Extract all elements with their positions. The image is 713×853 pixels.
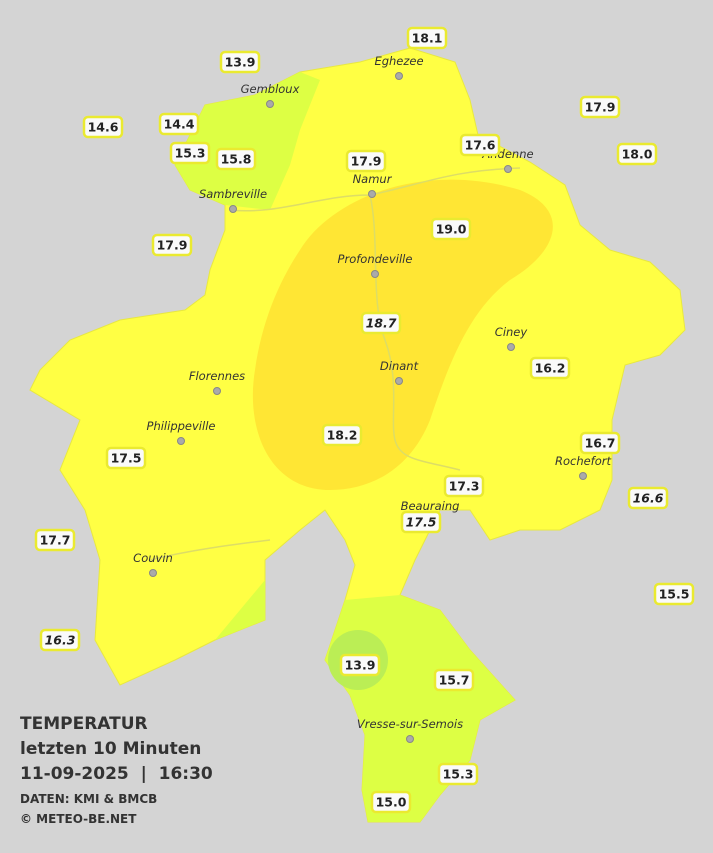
town-label: Sambreville xyxy=(199,187,267,201)
reading-value: 17.5 xyxy=(406,515,437,530)
reading-box xyxy=(82,115,124,139)
town-dot xyxy=(371,270,379,278)
reading-value: 17.3 xyxy=(449,479,480,494)
reading-box xyxy=(579,95,621,119)
reading-box xyxy=(459,133,501,157)
reading-value: 18.7 xyxy=(366,316,397,331)
reading-box xyxy=(406,26,448,50)
reading-box xyxy=(151,233,193,257)
reading-box xyxy=(437,762,479,786)
reading-value: 16.7 xyxy=(585,436,616,451)
reading-value: 15.8 xyxy=(221,152,252,167)
reading-box xyxy=(34,528,76,552)
town-label: Beauraing xyxy=(401,499,460,513)
town-label: Rochefort xyxy=(555,454,612,468)
reading-value: 16.2 xyxy=(535,361,566,376)
reading-value: 13.9 xyxy=(225,55,256,70)
reading-box xyxy=(219,50,261,74)
reading-box xyxy=(215,147,257,171)
town-dot xyxy=(507,343,515,351)
town-label: Eghezee xyxy=(374,54,423,68)
town-label: Philippeville xyxy=(147,419,216,433)
reading-value: 18.1 xyxy=(412,31,443,46)
town-dot xyxy=(395,377,403,385)
reading-value: 18.0 xyxy=(622,147,653,162)
reading-value: 17.5 xyxy=(111,451,142,466)
legend-credit: © METEO-BE.NET xyxy=(20,812,137,826)
town-dot xyxy=(406,735,414,743)
legend-source: DATEN: KMI & BMCB xyxy=(20,792,157,806)
reading-value: 16.6 xyxy=(633,491,664,506)
reading-box xyxy=(345,149,387,173)
reading-box xyxy=(39,628,81,652)
cool-zone-north xyxy=(175,72,320,210)
legend-title: TEMPERATUR xyxy=(20,714,148,734)
reading-box xyxy=(105,446,147,470)
legend-timestamp: 11-09-2025 | 16:30 xyxy=(20,764,213,784)
reading-value: 17.7 xyxy=(40,533,71,548)
reading-box xyxy=(360,311,402,335)
reading-box xyxy=(627,486,669,510)
reading-box xyxy=(400,510,442,534)
reading-value: 14.4 xyxy=(164,117,195,132)
reading-value: 15.0 xyxy=(376,795,407,810)
cool-zone-west xyxy=(215,580,265,640)
town-label: Profondeville xyxy=(338,252,413,266)
reading-box xyxy=(433,668,475,692)
reading-box xyxy=(430,217,472,241)
town-label: Vresse-sur-Semois xyxy=(357,717,463,731)
reading-value: 15.3 xyxy=(175,146,206,161)
reading-value: 15.7 xyxy=(439,673,470,688)
reading-box xyxy=(321,423,363,447)
town-label: Dinant xyxy=(380,359,419,373)
reading-value: 16.3 xyxy=(45,633,76,648)
reading-box xyxy=(443,474,485,498)
reading-box xyxy=(616,142,658,166)
reading-value: 17.9 xyxy=(351,154,382,169)
reading-value: 17.9 xyxy=(585,100,616,115)
reading-box xyxy=(579,431,621,455)
town-dot xyxy=(149,569,157,577)
reading-value: 13.9 xyxy=(345,658,376,673)
warm-zone xyxy=(252,179,553,490)
reading-box xyxy=(529,356,571,380)
town-dot xyxy=(177,437,185,445)
reading-value: 15.3 xyxy=(443,767,474,782)
town-dot xyxy=(395,72,403,80)
reading-box xyxy=(339,653,381,677)
town-label: Couvin xyxy=(133,551,173,565)
reading-box xyxy=(653,582,695,606)
town-dot xyxy=(229,205,237,213)
town-label: Florennes xyxy=(189,369,245,383)
town-dot xyxy=(579,472,587,480)
reading-box xyxy=(169,141,211,165)
reading-box xyxy=(158,112,200,136)
reading-value: 14.6 xyxy=(88,120,119,135)
town-dot xyxy=(368,190,376,198)
reading-value: 17.9 xyxy=(157,238,188,253)
town-label: Ciney xyxy=(495,325,528,339)
town-label: Namur xyxy=(353,172,393,186)
town-label: Gembloux xyxy=(241,82,300,96)
town-dot xyxy=(266,100,274,108)
reading-value: 17.6 xyxy=(465,138,496,153)
reading-value: 15.5 xyxy=(659,587,690,602)
reading-box xyxy=(370,790,412,814)
reading-value: 19.0 xyxy=(436,222,467,237)
town-dot xyxy=(213,387,221,395)
town-dot xyxy=(504,165,512,173)
reading-value: 18.2 xyxy=(327,428,358,443)
legend-period: letzten 10 Minuten xyxy=(20,739,201,759)
